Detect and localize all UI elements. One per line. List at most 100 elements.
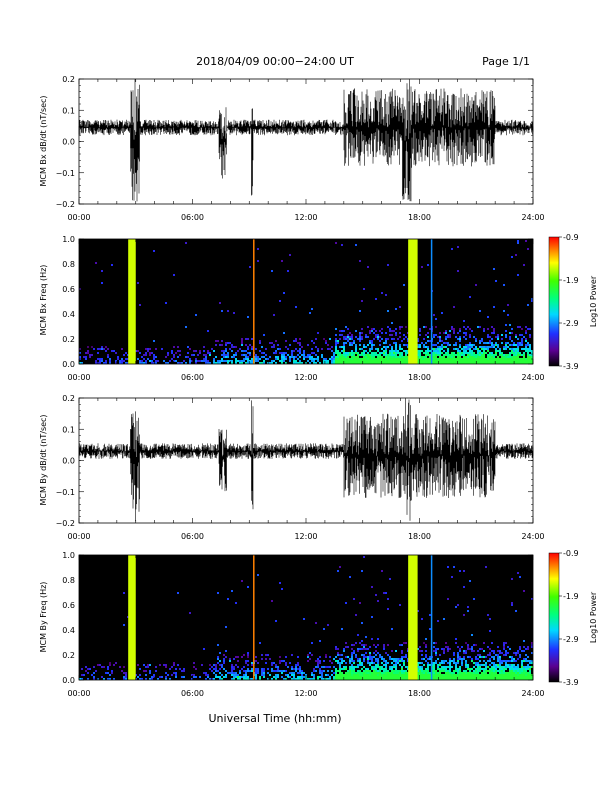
spectrogram-cell <box>173 360 175 362</box>
spectrogram-cell <box>247 316 249 318</box>
spectrogram-cell <box>293 674 295 676</box>
spectrogram-cell <box>461 362 463 364</box>
spectrogram-cell <box>439 358 441 360</box>
spectrogram-cell <box>291 668 293 670</box>
spectrogram-cell <box>245 344 247 346</box>
spectrogram-cell <box>387 358 389 360</box>
spectrogram-cell <box>235 674 237 676</box>
spectrogram-cell <box>429 358 431 360</box>
spectrogram-cell <box>237 360 239 362</box>
spectrogram-cell <box>399 326 401 328</box>
spectrogram-cell <box>401 358 403 360</box>
spectrogram-cell <box>341 330 343 332</box>
spectrogram-cell <box>457 658 459 660</box>
spectrogram-cell <box>303 618 305 620</box>
spectrogram-cell <box>383 346 385 348</box>
spectrogram-cell <box>247 656 249 658</box>
spectrogram-cell <box>493 360 495 362</box>
spectrogram-cell <box>507 664 509 666</box>
spectrogram-cell <box>361 672 363 674</box>
spectrogram-cell <box>511 360 513 362</box>
spectrogram-cell <box>193 662 195 664</box>
spectrogram-cell <box>393 672 395 674</box>
spectrogram-cell <box>121 348 123 350</box>
spectrogram-cell <box>447 672 449 674</box>
spectrogram-cell <box>399 672 401 674</box>
spectrogram-cell <box>407 360 409 362</box>
spectrogram-cell <box>487 356 489 358</box>
panel-by-dbdt: −0.2−0.10.00.10.2 00:00 06:00 12:00 18:00 24… <box>39 394 545 541</box>
spectrogram-cell <box>381 356 383 358</box>
spectrogram-cell <box>313 674 315 676</box>
spectrogram-cell <box>139 668 141 670</box>
spectrogram-cell <box>497 670 499 672</box>
spectrogram-cell <box>339 362 341 364</box>
spectrogram-cell <box>155 670 157 672</box>
spectrogram-cell <box>103 678 105 680</box>
spectrogram-cell <box>335 670 337 672</box>
spectrogram-cell <box>259 676 261 678</box>
spectrogram-cell <box>425 334 427 336</box>
spectrogram-cell <box>425 358 427 360</box>
spectrogram-cell <box>237 676 239 678</box>
spectrogram-cell <box>279 662 281 664</box>
spectrogram-cell <box>399 354 401 356</box>
spectrogram-cell <box>313 360 315 362</box>
spectrogram-cell <box>471 330 473 332</box>
spectrogram-cell <box>447 566 449 568</box>
spectrogram-cell <box>477 678 479 680</box>
spectrogram-cell <box>295 670 297 672</box>
spectrogram-cell <box>225 670 227 672</box>
spectrogram-cell <box>325 358 327 360</box>
spectrogram-cell <box>341 660 343 662</box>
spectrogram-cell <box>177 664 179 666</box>
spectrogram-cell <box>487 614 489 616</box>
spectrogram-cell <box>231 672 233 674</box>
spectrogram-cell <box>369 342 371 344</box>
spectrogram-cell <box>351 652 353 654</box>
spectrogram-cell <box>421 670 423 672</box>
spectrogram-cell <box>371 342 373 344</box>
spectrogram-cell <box>331 662 333 664</box>
spectrogram-cell <box>395 350 397 352</box>
spectrogram-cell <box>125 678 127 680</box>
spectrogram-cell <box>263 352 265 354</box>
spectrogram-cell <box>317 350 319 352</box>
spectrogram-cell <box>435 344 437 346</box>
spectrogram-cell <box>359 664 361 666</box>
spectrogram-cell <box>473 344 475 346</box>
spectrogram-cell <box>519 360 521 362</box>
spectrogram-cell <box>383 660 385 662</box>
spectrogram-cell <box>229 348 231 350</box>
spectrogram-cell <box>381 674 383 676</box>
spectrogram-cell <box>513 352 515 354</box>
spectrogram-cell <box>449 334 451 336</box>
spectrogram-cell <box>377 338 379 340</box>
spectrogram-cell <box>471 676 473 678</box>
spectrogram-cell <box>217 676 219 678</box>
spectrogram-cell <box>467 354 469 356</box>
spectrogram-cell <box>487 346 489 348</box>
spectrogram-cell <box>245 338 247 340</box>
y-tick-label: 0.2 <box>62 651 75 660</box>
spectrogram-cell <box>475 644 477 646</box>
spectrogram-cell <box>499 652 501 654</box>
spectrogram-cell <box>301 362 303 364</box>
spectrogram-cell <box>487 334 489 336</box>
spectrogram-cell <box>407 666 409 668</box>
spectrogram-cell <box>353 676 355 678</box>
spectrogram-cell <box>405 326 407 328</box>
spectrogram-cell <box>193 354 195 356</box>
spectrogram-cell <box>141 356 143 358</box>
spectrogram-cell <box>515 348 517 350</box>
spectrogram-cell <box>333 360 335 362</box>
spectrogram-cell <box>493 362 495 364</box>
spectrogram-cell <box>317 660 319 662</box>
spectrogram-cell <box>529 356 531 358</box>
spectrogram-cell <box>429 664 431 666</box>
spectrogram-cell <box>517 242 519 244</box>
spectrogram-cell <box>489 352 491 354</box>
spectrogram-cell <box>371 616 373 618</box>
spectrogram-cell <box>235 656 237 658</box>
spectrogram-cell <box>379 678 381 680</box>
